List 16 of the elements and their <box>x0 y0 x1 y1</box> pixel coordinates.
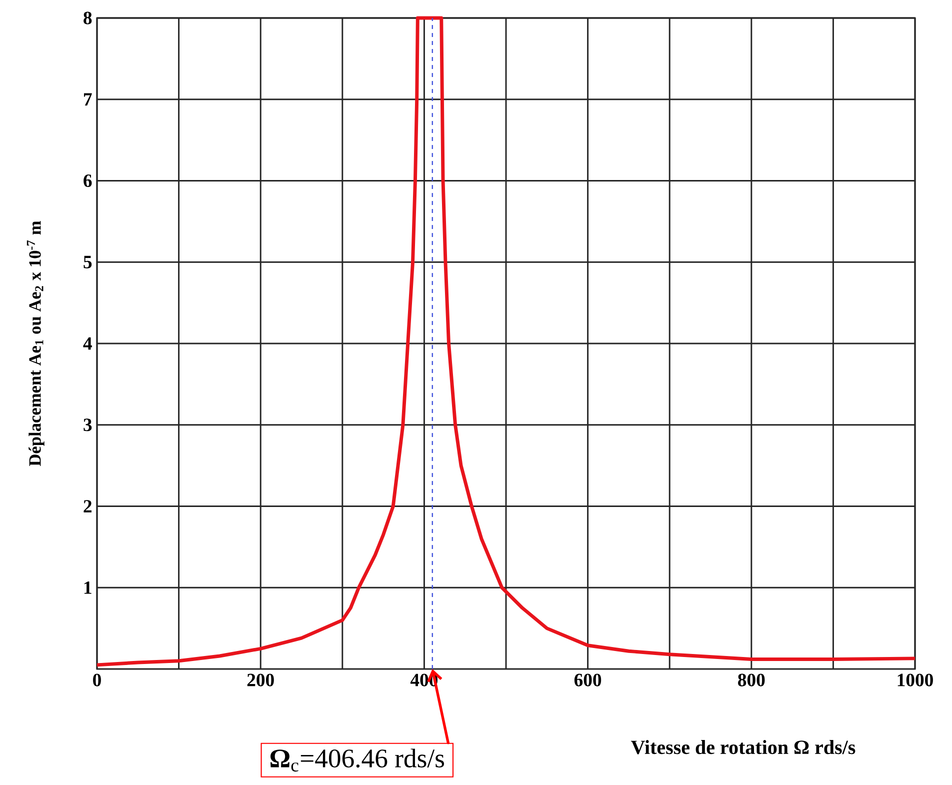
x-tick-label: 800 <box>738 674 765 686</box>
x-axis-title: Vitesse de rotation Ω rds/s <box>631 740 856 754</box>
y-tick-label: 6 <box>84 174 92 188</box>
y-tick-label: 7 <box>84 93 92 106</box>
y-tick-label: 2 <box>84 500 92 512</box>
y-tick-label: 4 <box>83 337 92 350</box>
x-tick-label: 0 <box>93 674 101 686</box>
x-tick-label: 200 <box>247 674 274 686</box>
y-tick-label: 3 <box>84 418 92 432</box>
y-tick-label: 5 <box>84 256 92 268</box>
x-tick-label: 1000 <box>898 674 933 686</box>
x-tick-label: 600 <box>574 674 602 686</box>
y-tick-label: 8 <box>84 12 92 24</box>
annotation: Ω$_{c}$=406.46 rds/s <box>270 748 444 772</box>
y-axis-title: Déplacement Ae$_{1}$ ou Ae$_{2}$ x 10$^{-7}$ m <box>26 220 44 466</box>
y-tick-label: 1 <box>84 581 92 594</box>
